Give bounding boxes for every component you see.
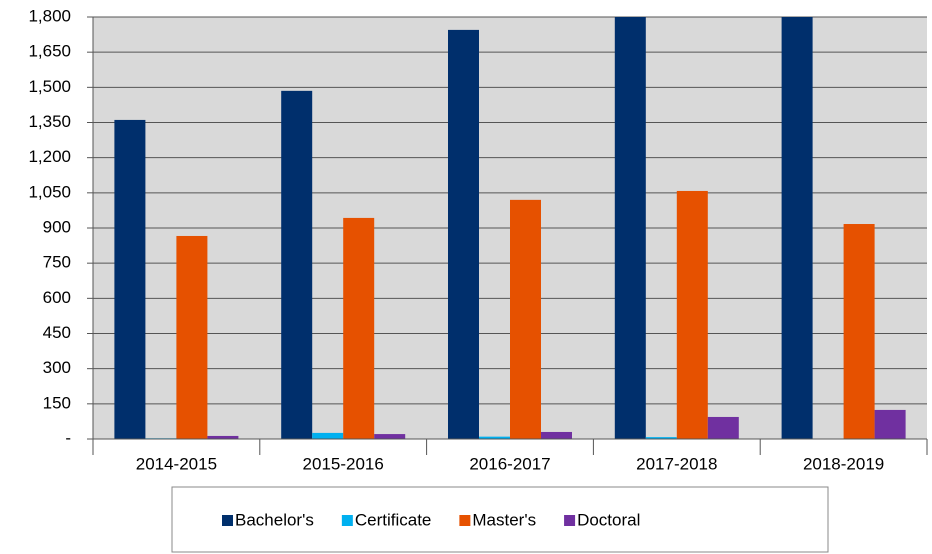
legend-swatch [222, 515, 233, 526]
legend-label: Master's [472, 510, 536, 529]
legend-swatch [341, 515, 353, 526]
y-tick-label: 300 [43, 358, 71, 377]
y-tick-label: 900 [43, 217, 71, 236]
y-tick-label: 150 [43, 393, 71, 412]
bar [281, 90, 313, 439]
legend-label: Certificate [355, 510, 432, 529]
bar [343, 217, 375, 439]
bar [479, 436, 510, 439]
bar [843, 224, 875, 439]
legend-swatch [459, 515, 471, 526]
legend-swatch [564, 515, 576, 526]
x-tick-label: 2017-2018 [636, 454, 717, 473]
bar [448, 29, 479, 439]
y-tick-label: 1,800 [28, 6, 71, 25]
legend-box [171, 486, 829, 553]
y-tick-label: 1,200 [28, 147, 71, 166]
legend-label: Doctoral [577, 510, 640, 529]
x-tick-label: 2014-2015 [136, 454, 217, 473]
bar [645, 437, 677, 439]
bar [676, 190, 708, 439]
bar [510, 199, 541, 439]
y-tick-label: 1,500 [28, 77, 71, 96]
bar [207, 435, 239, 439]
bar [614, 17, 646, 439]
x-tick-label: 2018-2019 [803, 454, 884, 473]
y-tick-label: 1,650 [28, 42, 71, 61]
x-tick-label: 2016-2017 [469, 454, 550, 473]
y-tick-label: 1,350 [28, 112, 71, 131]
bar [312, 432, 344, 439]
y-tick-label: 750 [43, 253, 71, 272]
bar [781, 17, 813, 439]
legend-label: Bachelor's [235, 510, 314, 529]
bar [707, 416, 739, 439]
bar [541, 431, 572, 439]
x-tick-label: 2015-2016 [303, 454, 384, 473]
bar [874, 409, 906, 439]
bar [176, 235, 208, 439]
y-tick-label: - [65, 428, 71, 447]
y-tick-label: 600 [43, 288, 71, 307]
y-tick-label: 450 [43, 323, 71, 342]
bar [374, 434, 406, 439]
y-tick-label: 1,050 [28, 182, 71, 201]
bar [114, 119, 146, 439]
